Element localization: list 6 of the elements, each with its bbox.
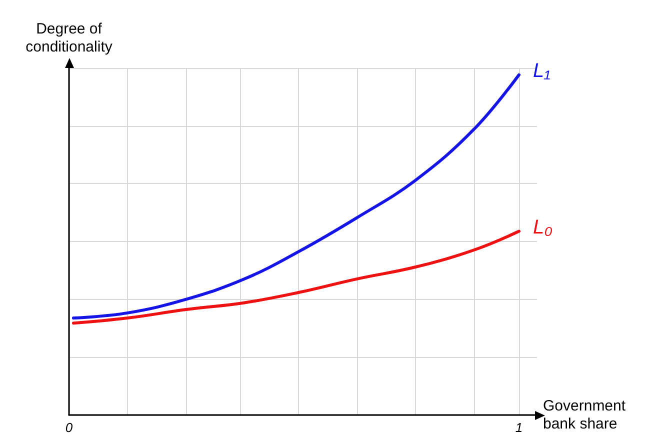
x-axis-title: Government bank share: [543, 398, 626, 432]
x-tick-label: 0: [65, 420, 74, 435]
x-tick-label: 1: [515, 420, 523, 435]
series-label: L₁: [533, 60, 550, 82]
y-axis-title: Degree of conditionality: [26, 20, 113, 56]
series-label: L₀: [533, 216, 553, 238]
